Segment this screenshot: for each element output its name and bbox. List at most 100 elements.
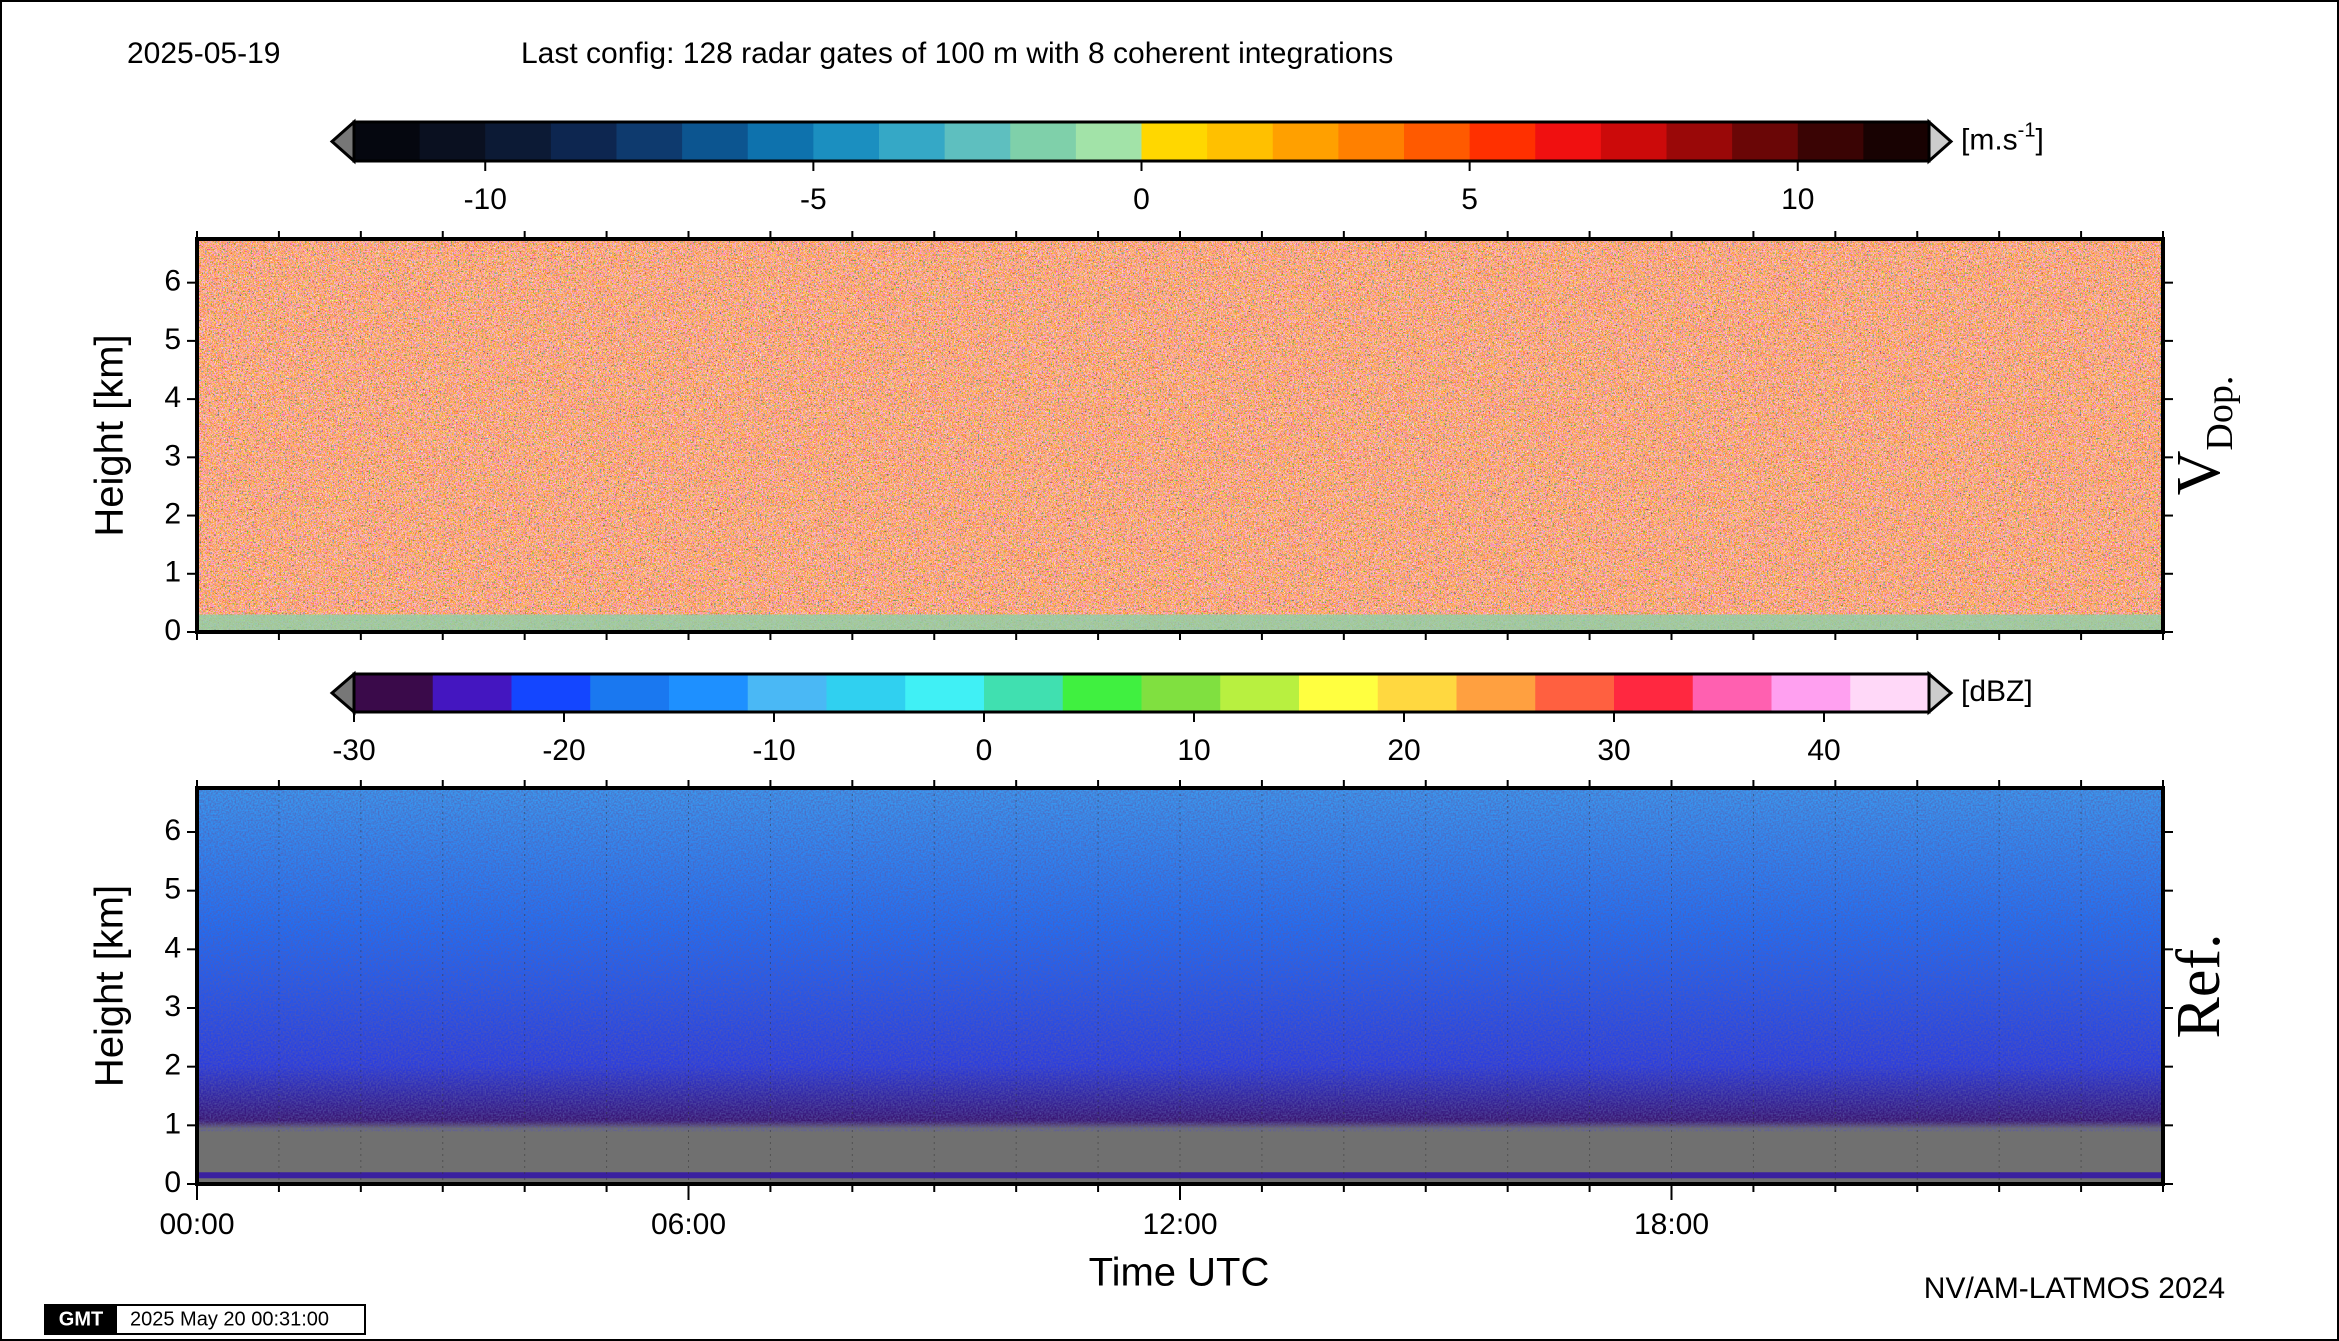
y-axis-title: Height [km]: [88, 334, 132, 536]
colorbar-tick-label: 10: [1781, 183, 1814, 216]
y-tick-label: 2: [164, 1049, 181, 1082]
colorbar-tick-label: 5: [1461, 183, 1478, 216]
credit: NV/AM-LATMOS 2024: [1924, 1272, 2225, 1305]
colorbar-segment: [1207, 122, 1274, 161]
logo: GMT: [59, 1308, 103, 1330]
y-tick-label: 4: [164, 381, 181, 414]
colorbar-unit: [m.s-1]: [1961, 120, 2044, 157]
y-axis-title: Height [km]: [88, 885, 132, 1087]
y-tick-label: 0: [164, 614, 181, 647]
panel-label-main: V: [2165, 450, 2233, 495]
colorbar-tick-label: 0: [976, 734, 993, 767]
colorbar-unit-part: [m.s: [1961, 123, 2018, 156]
colorbar-unit: [dBZ]: [1961, 675, 2033, 708]
timestamp: 2025 May 20 00:31:00: [130, 1308, 329, 1330]
logo-box: [45, 1305, 117, 1334]
y-tick-label: 3: [164, 439, 181, 472]
colorbar-segment: [1535, 674, 1615, 712]
colorbar-segment: [1010, 122, 1077, 161]
colorbar-segment: [1299, 674, 1379, 712]
colorbar-segment: [1062, 674, 1142, 712]
colorbar-segment: [511, 674, 591, 712]
panel-label-main: Ref.: [2165, 933, 2233, 1038]
colorbar-segment: [1771, 674, 1851, 712]
colorbar-unit-part: -1: [2018, 120, 2036, 142]
colorbar-tick-label: 0: [1133, 183, 1150, 216]
colorbar-segment: [1535, 122, 1602, 161]
colorbar-segment: [590, 674, 670, 712]
colorbar-segment: [682, 122, 749, 161]
y-tick-label: 3: [164, 990, 181, 1023]
y-tick-label: 2: [164, 497, 181, 530]
colorbar-segment: [354, 122, 421, 161]
colorbar-end: [329, 670, 356, 716]
y-tick-label: 1: [164, 1107, 181, 1140]
colorbar-segment: [1220, 674, 1300, 712]
colorbar-frame: [352, 672, 1931, 714]
colorbar-segment: [1692, 674, 1772, 712]
colorbar-segment: [747, 122, 814, 161]
colorbar-segment: [1863, 122, 1930, 161]
colorbar-end: [1927, 118, 1954, 165]
y-tick-label: 6: [164, 814, 181, 847]
colorbar-tick-label: -5: [800, 183, 827, 216]
colorbar-segment: [1850, 674, 1930, 712]
colorbar-segment: [550, 122, 617, 161]
colorbar-end: [329, 118, 356, 165]
colorbar-tick-label: -20: [542, 734, 585, 767]
x-tick-label: 00:00: [159, 1208, 234, 1241]
colorbar-end: [1927, 670, 1954, 716]
panel-label-sub: Dop.: [2199, 376, 2241, 451]
colorbar-segment: [1272, 122, 1339, 161]
x-tick-label: 18:00: [1634, 1208, 1709, 1241]
colorbar-segment: [1600, 122, 1667, 161]
colorbar-segment: [1797, 122, 1864, 161]
colorbar-segment: [1469, 122, 1536, 161]
y-tick-label: 4: [164, 931, 181, 964]
colorbar-segment: [354, 674, 434, 712]
colorbar-tick-label: 10: [1177, 734, 1210, 767]
date: 2025-05-19: [127, 37, 280, 70]
colorbar-segment: [944, 122, 1011, 161]
y-tick-label: 5: [164, 873, 181, 906]
colorbar-segment: [1141, 674, 1221, 712]
colorbar-unit-part: [dBZ]: [1961, 675, 2033, 708]
colorbar-segment: [747, 674, 827, 712]
colorbar-segment: [826, 674, 906, 712]
colorbar-segment: [1404, 122, 1471, 161]
x-tick-label: 12:00: [1142, 1208, 1217, 1241]
colorbar-unit-part: ]: [2035, 123, 2043, 156]
colorbar-segment: [1614, 674, 1694, 712]
colorbar-segment: [485, 122, 552, 161]
config: Last config: 128 radar gates of 100 m wi…: [521, 37, 1393, 70]
panel-label: VDop.: [2165, 376, 2240, 496]
heatmap-field: [197, 239, 2163, 632]
x-axis-title: Time UTC: [1089, 1251, 1270, 1295]
y-tick-label: 5: [164, 323, 181, 356]
colorbar-segment: [419, 122, 486, 161]
colorbar-segment: [1377, 674, 1457, 712]
colorbar-segment: [1075, 122, 1142, 161]
colorbar-segment: [984, 674, 1064, 712]
panel-label: Ref.: [2165, 933, 2233, 1038]
heatmap-field: [197, 614, 2163, 632]
colorbar-segment: [1141, 122, 1208, 161]
colorbar-segment: [432, 674, 512, 712]
y-tick-label: 6: [164, 265, 181, 298]
colorbar-segment: [1666, 122, 1733, 161]
x-tick-label: 06:00: [651, 1208, 726, 1241]
colorbar-tick-label: 30: [1597, 734, 1630, 767]
colorbar-segment: [669, 674, 749, 712]
colorbar-segment: [1732, 122, 1799, 161]
colorbar-segment: [905, 674, 985, 712]
colorbar-tick-label: -10: [464, 183, 507, 216]
colorbar-segment: [1456, 674, 1536, 712]
heatmap-field: [197, 788, 2163, 1132]
colorbar-segment: [616, 122, 683, 161]
colorbar-tick-label: 20: [1387, 734, 1420, 767]
y-tick-label: 0: [164, 1166, 181, 1199]
colorbar-tick-label: -30: [332, 734, 375, 767]
y-tick-label: 1: [164, 556, 181, 589]
